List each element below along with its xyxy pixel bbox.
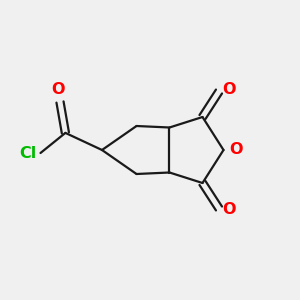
Text: O: O — [223, 202, 236, 217]
Text: Cl: Cl — [19, 146, 36, 160]
Text: O: O — [223, 82, 236, 98]
Text: O: O — [52, 82, 65, 97]
Text: O: O — [229, 142, 242, 158]
